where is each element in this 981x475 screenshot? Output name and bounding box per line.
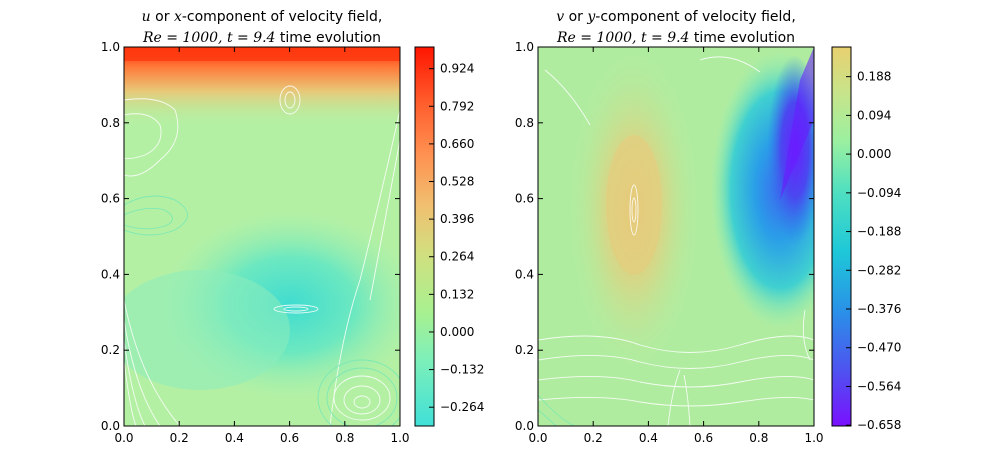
u-contour-panel: u or x-component of velocity field, Re =… bbox=[101, 9, 485, 445]
u-colorbar-tick-label: 0.660 bbox=[440, 137, 474, 151]
u-colorbar-frame bbox=[414, 46, 435, 427]
v-x-tick-label: 0.2 bbox=[584, 431, 603, 445]
v-panel-subtitle: Re = 1000, t = 9.4 time evolution bbox=[556, 30, 795, 46]
u-y-tick-label: 0.8 bbox=[101, 116, 120, 130]
v-title-part-2: y bbox=[586, 9, 596, 25]
v-y-tick-label: 0.2 bbox=[515, 343, 534, 357]
u-x-tick-label: 0.2 bbox=[170, 431, 189, 445]
v-y-tick-label: 0.6 bbox=[515, 192, 534, 206]
v-x-tick-label: 0.6 bbox=[694, 431, 713, 445]
v-axes: 0.0 0.2 0.4 0.6 0.8 1.0 0.0 0.2 0.4 0.6 0.8 1.0 bbox=[515, 40, 824, 445]
v-x-tick-label: 0.4 bbox=[639, 431, 658, 445]
v-colorbar-tick-label: −0.376 bbox=[857, 302, 901, 316]
u-subtitle-part-1: time evolution bbox=[275, 30, 381, 46]
v-contour-panel: v or y-component of velocity field, Re =… bbox=[515, 9, 902, 445]
v-subtitle-part-0: Re = 1000, t = 9.4 bbox=[556, 30, 690, 46]
u-colorbar-tick-label: 0.792 bbox=[440, 99, 474, 113]
u-x-tick-label: 0.6 bbox=[280, 431, 299, 445]
v-colorbar-tick-label: −0.564 bbox=[857, 379, 901, 393]
v-colorbar-tick-label: −0.470 bbox=[857, 341, 901, 355]
u-title-part-0: u bbox=[142, 9, 151, 25]
v-colorbar-tick-label: −0.094 bbox=[857, 186, 901, 200]
u-colorbar-tick-label: −0.132 bbox=[440, 363, 484, 377]
v-title-part-0: v bbox=[556, 9, 564, 25]
u-x-tick-label: 1.0 bbox=[390, 431, 409, 445]
v-colorbar-ticks: −0.658 −0.564 −0.470 −0.376 −0.282 −0.188 −0.0… bbox=[846, 70, 901, 432]
v-y-tick-label: 0.8 bbox=[515, 116, 534, 130]
v-title-part-3: -component of velocity field, bbox=[595, 9, 795, 25]
v-colorbar-tick-label: 0.094 bbox=[857, 108, 891, 122]
u-axes: 0.0 0.2 0.4 0.6 0.8 1.0 0.0 0.2 0.4 0.6 0.8 1.0 bbox=[101, 40, 410, 445]
u-title-part-1: or bbox=[151, 9, 174, 25]
u-panel-subtitle: Re = 1000, t = 9.4 time evolution bbox=[142, 30, 381, 46]
u-y-tick-label: 0.0 bbox=[101, 419, 120, 433]
u-x-tick-label: 0.8 bbox=[335, 431, 354, 445]
v-colorbar-frame bbox=[831, 46, 852, 427]
v-colorbar bbox=[832, 47, 851, 426]
u-title-part-2: x bbox=[174, 9, 182, 25]
u-colorbar-tick-label: 0.132 bbox=[440, 287, 474, 301]
v-colorbar-tick-label: 0.000 bbox=[857, 147, 891, 161]
u-y-tick-label: 0.2 bbox=[101, 343, 120, 357]
v-x-tick-label: 0.0 bbox=[528, 431, 547, 445]
u-colorbar-tick-label: 0.396 bbox=[440, 212, 474, 226]
u-panel-title: u or x-component of velocity field, bbox=[142, 9, 383, 25]
v-title-part-1: or bbox=[564, 9, 587, 25]
v-x-tick-label: 1.0 bbox=[804, 431, 823, 445]
u-contour-field bbox=[124, 47, 400, 426]
v-y-tick-label: 1.0 bbox=[515, 40, 534, 54]
v-colorbar-tick-label: −0.282 bbox=[857, 263, 901, 277]
u-x-tick-label: 0.4 bbox=[225, 431, 244, 445]
u-colorbar-ticks: −0.264 −0.132 0.000 0.132 0.264 0.396 0.528 0.6… bbox=[429, 62, 484, 414]
u-subtitle-part-0: Re = 1000, t = 9.4 bbox=[142, 30, 276, 46]
v-y-tick-label: 0.0 bbox=[515, 419, 534, 433]
u-colorbar-tick-label: 0.264 bbox=[440, 250, 474, 264]
u-colorbar-tick-label: 0.528 bbox=[440, 175, 474, 189]
v-colorbar-tick-label: 0.188 bbox=[857, 70, 891, 84]
u-colorbar-tick-label: −0.264 bbox=[440, 400, 484, 414]
v-panel-title: v or y-component of velocity field, bbox=[556, 9, 796, 25]
v-x-tick-label: 0.8 bbox=[749, 431, 768, 445]
v-y-tick-label: 0.4 bbox=[515, 267, 534, 281]
v-colorbar-tick-label: −0.658 bbox=[857, 418, 901, 432]
v-colorbar-tick-label: −0.188 bbox=[857, 225, 901, 239]
u-colorbar-tick-label: 0.000 bbox=[440, 325, 474, 339]
u-y-tick-label: 0.4 bbox=[101, 267, 120, 281]
u-x-tick-label: 0.0 bbox=[114, 431, 133, 445]
u-plot-frame bbox=[123, 46, 401, 427]
u-colorbar bbox=[415, 47, 434, 426]
u-y-tick-label: 0.6 bbox=[101, 192, 120, 206]
v-plot-frame bbox=[537, 46, 815, 427]
u-colorbar-tick-label: 0.924 bbox=[440, 62, 474, 76]
u-title-part-3: -component of velocity field, bbox=[182, 9, 382, 25]
u-y-tick-label: 1.0 bbox=[101, 40, 120, 54]
v-contour-field bbox=[538, 47, 814, 426]
v-subtitle-part-1: time evolution bbox=[689, 30, 795, 46]
